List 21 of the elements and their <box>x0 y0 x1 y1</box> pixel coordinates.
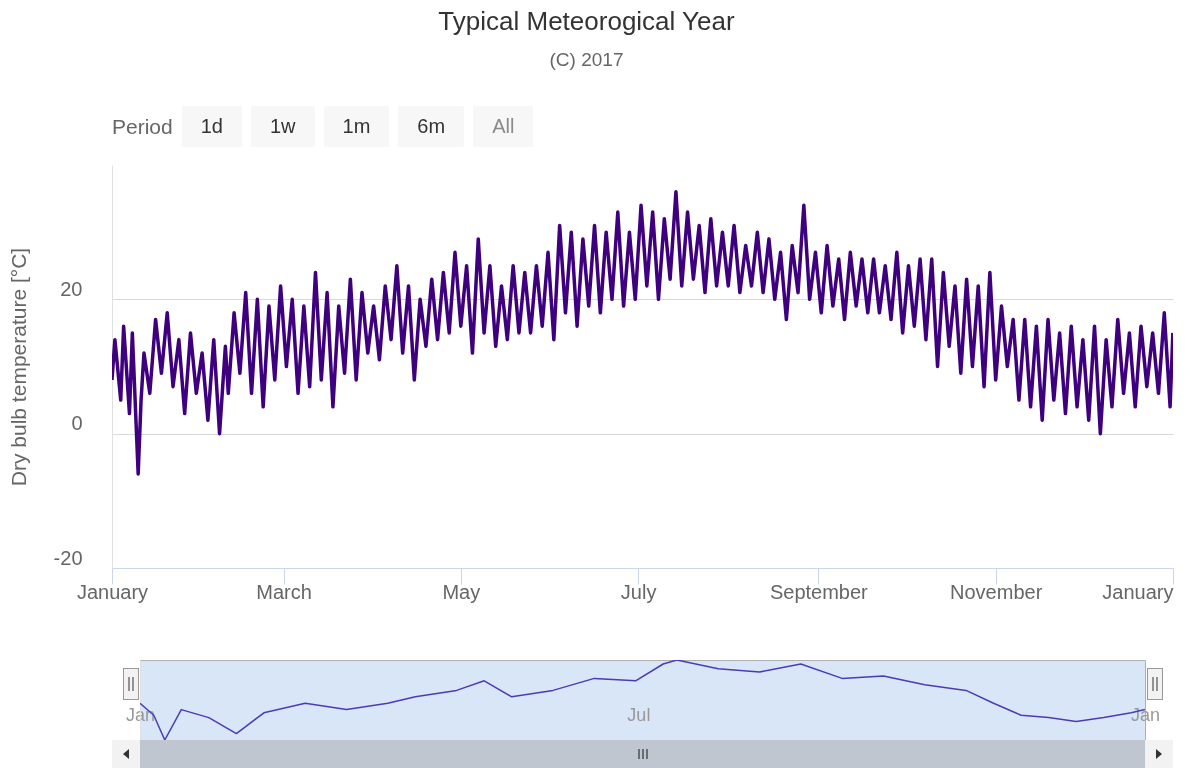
x-tick-label: July <box>620 580 657 603</box>
y-tick-label: 0 <box>71 412 83 435</box>
text: 1d <box>181 106 242 147</box>
text: 1w <box>250 106 315 147</box>
text: All <box>473 106 534 147</box>
y-axis-title: Dry bulb temperature [°C] <box>6 247 30 487</box>
x-tick-label: January <box>76 580 149 603</box>
chart-subtitle: (C) 2017 <box>549 49 624 70</box>
x-tick-label: Jul <box>627 704 651 725</box>
y-tick-label: 20 <box>60 277 83 300</box>
chart-title: Typical Meteorogical Year <box>438 6 735 36</box>
x-tick-label: May <box>442 580 481 603</box>
x-tick-label: Jan <box>125 704 156 725</box>
x-tick-label: March <box>256 580 312 603</box>
text: 6m <box>398 106 465 147</box>
x-tick-label: September <box>769 580 869 603</box>
x-tick-label: November <box>950 580 1043 603</box>
text: 1m <box>323 106 390 147</box>
text: Period <box>112 114 173 139</box>
x-tick-label: January <box>1102 580 1174 603</box>
y-tick-label: -20 <box>53 546 83 569</box>
